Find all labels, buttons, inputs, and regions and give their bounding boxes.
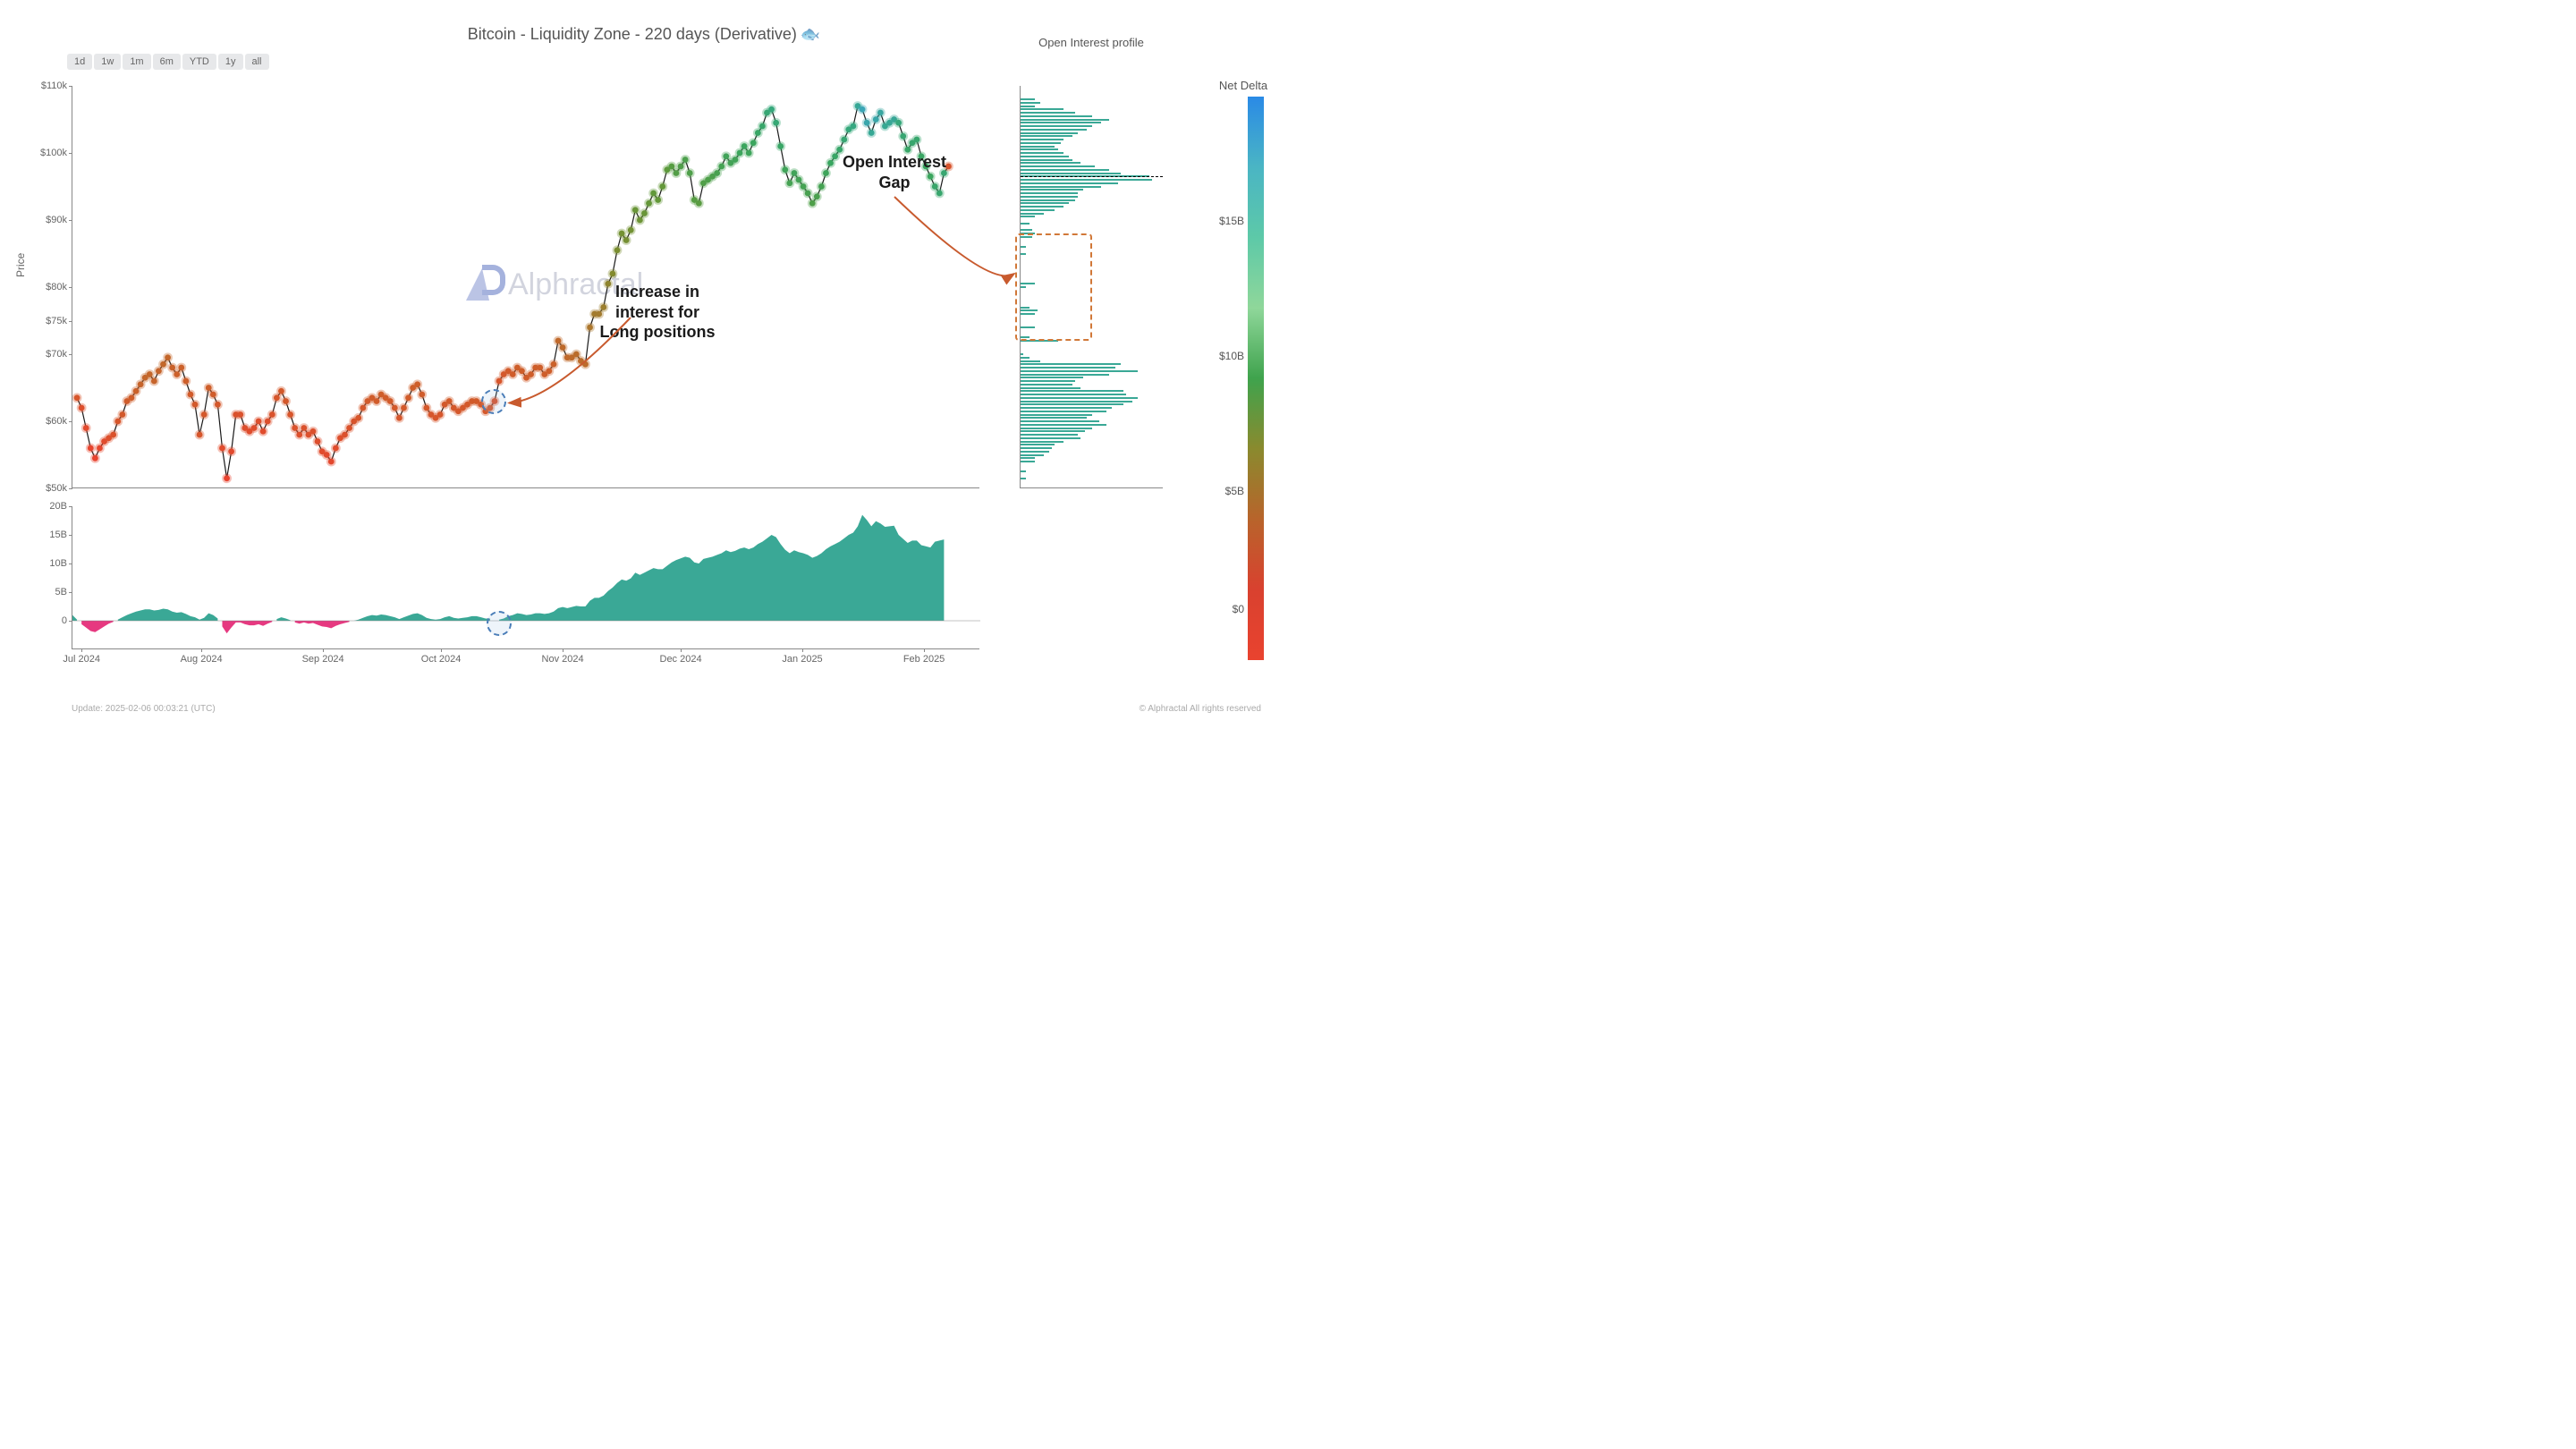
oi-bar bbox=[1021, 135, 1072, 137]
oi-bar bbox=[1021, 411, 1106, 412]
oi-bar bbox=[1021, 397, 1138, 399]
oi-bar bbox=[1021, 173, 1121, 174]
oi-bar bbox=[1021, 437, 1080, 439]
oi-bar bbox=[1021, 223, 1030, 225]
oi-bar bbox=[1021, 182, 1118, 184]
oi-bar bbox=[1021, 414, 1092, 416]
oi-bar bbox=[1021, 165, 1095, 167]
footer-update-text: Update: 2025-02-06 00:03:21 (UTC) bbox=[72, 704, 216, 714]
oi-bar bbox=[1021, 407, 1112, 409]
oi-bar bbox=[1021, 478, 1026, 479]
oi-bar bbox=[1021, 447, 1052, 449]
oi-bar bbox=[1021, 370, 1138, 372]
oi-bar bbox=[1021, 451, 1049, 453]
oi-bar bbox=[1021, 441, 1063, 443]
oi-bar bbox=[1021, 444, 1055, 445]
oi-bar bbox=[1021, 108, 1063, 110]
oi-bar bbox=[1021, 122, 1101, 123]
oi-bar bbox=[1021, 363, 1121, 365]
gradient-tick: $15B bbox=[1210, 215, 1244, 227]
oi-bar bbox=[1021, 132, 1078, 134]
oi-bar bbox=[1021, 162, 1080, 164]
oi-bar bbox=[1021, 192, 1078, 194]
oi-bar bbox=[1021, 401, 1132, 402]
oi-bar bbox=[1021, 146, 1055, 148]
oi-bar bbox=[1021, 142, 1061, 144]
oi-bar bbox=[1021, 179, 1152, 181]
oi-bar bbox=[1021, 148, 1058, 150]
oi-bar bbox=[1021, 403, 1123, 405]
gradient-tick: $10B bbox=[1210, 350, 1244, 362]
oi-bar bbox=[1021, 387, 1080, 389]
oi-bar bbox=[1021, 213, 1044, 215]
oi-bar bbox=[1021, 417, 1087, 419]
oi-bar bbox=[1021, 353, 1023, 355]
oi-bar bbox=[1021, 169, 1109, 171]
oi-bar bbox=[1021, 102, 1040, 104]
lower-chart-svg bbox=[72, 506, 980, 649]
oi-bar bbox=[1021, 377, 1083, 378]
oi-bar bbox=[1021, 156, 1069, 157]
oi-bar bbox=[1021, 98, 1035, 100]
oi-bar bbox=[1021, 139, 1063, 140]
oi-bar bbox=[1021, 461, 1035, 462]
oi-bar bbox=[1021, 106, 1035, 107]
oi-bar bbox=[1021, 367, 1115, 369]
oi-bar bbox=[1021, 430, 1085, 432]
oi-bar bbox=[1021, 420, 1099, 422]
oi-bar bbox=[1021, 152, 1063, 154]
footer-copyright: © Alphractal All rights reserved bbox=[1140, 704, 1261, 714]
oi-bar bbox=[1021, 196, 1078, 198]
gradient-tick: $0 bbox=[1210, 603, 1244, 615]
oi-profile-chart bbox=[1020, 86, 1163, 488]
oi-bar bbox=[1021, 202, 1069, 204]
oi-bar bbox=[1021, 457, 1035, 459]
oi-bar bbox=[1021, 380, 1075, 382]
oi-bar bbox=[1021, 434, 1078, 436]
netdelta-gradient: $15B$10B$5B$0 bbox=[1248, 97, 1264, 660]
oi-bar bbox=[1021, 384, 1072, 386]
oi-bar bbox=[1021, 360, 1040, 362]
oi-bar bbox=[1021, 209, 1055, 211]
oi-bar bbox=[1021, 394, 1126, 395]
oi-bar bbox=[1021, 470, 1026, 472]
oi-bar bbox=[1021, 424, 1106, 426]
oi-gap-box bbox=[1015, 233, 1092, 341]
gradient-tick: $5B bbox=[1210, 485, 1244, 497]
netdelta-chart: 05B10B15B20BJul 2024Aug 2024Sep 2024Oct … bbox=[72, 506, 979, 649]
oi-bar bbox=[1021, 112, 1075, 114]
oi-bar bbox=[1021, 125, 1092, 127]
oi-bar bbox=[1021, 216, 1035, 217]
oi-bar bbox=[1021, 206, 1063, 208]
oi-bar bbox=[1021, 229, 1032, 231]
oi-bar bbox=[1021, 428, 1092, 429]
oi-bar bbox=[1021, 186, 1101, 188]
oi-bar bbox=[1021, 390, 1123, 392]
oi-bar bbox=[1021, 357, 1030, 359]
oi-bar bbox=[1021, 374, 1109, 376]
oi-bar bbox=[1021, 129, 1087, 131]
oi-bar bbox=[1021, 189, 1083, 191]
oi-bar bbox=[1021, 119, 1109, 121]
oi-bar bbox=[1021, 115, 1092, 117]
oi-bar bbox=[1021, 159, 1072, 161]
oi-bar bbox=[1021, 454, 1044, 456]
oi-bar bbox=[1021, 199, 1075, 201]
